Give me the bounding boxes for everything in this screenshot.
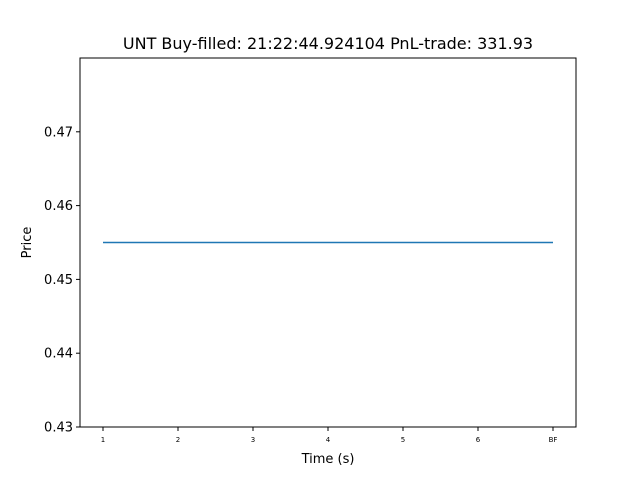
x-tick-label: 3 xyxy=(251,436,255,444)
x-tick-label: 6 xyxy=(476,436,481,444)
x-tick-label: 2 xyxy=(176,436,180,444)
y-tick-label: 0.47 xyxy=(44,125,73,140)
x-tick-label: 4 xyxy=(326,436,331,444)
chart-title: UNT Buy-filled: 21:22:44.924104 PnL-trad… xyxy=(123,34,533,53)
x-tick-label: 5 xyxy=(401,436,405,444)
y-tick-label: 0.45 xyxy=(44,273,73,288)
y-tick-label: 0.44 xyxy=(44,347,73,362)
x-tick-label: 1 xyxy=(101,436,105,444)
y-tick-label: 0.43 xyxy=(44,421,73,436)
y-tick-label: 0.46 xyxy=(44,199,73,214)
x-tick-label: BF xyxy=(549,436,558,444)
y-axis-label: Price xyxy=(20,227,35,259)
x-axis-label: Time (s) xyxy=(301,452,355,467)
axes: 0.43 0.44 0.45 0.46 0.47 1 2 3 4 5 6 BF xyxy=(44,125,557,444)
